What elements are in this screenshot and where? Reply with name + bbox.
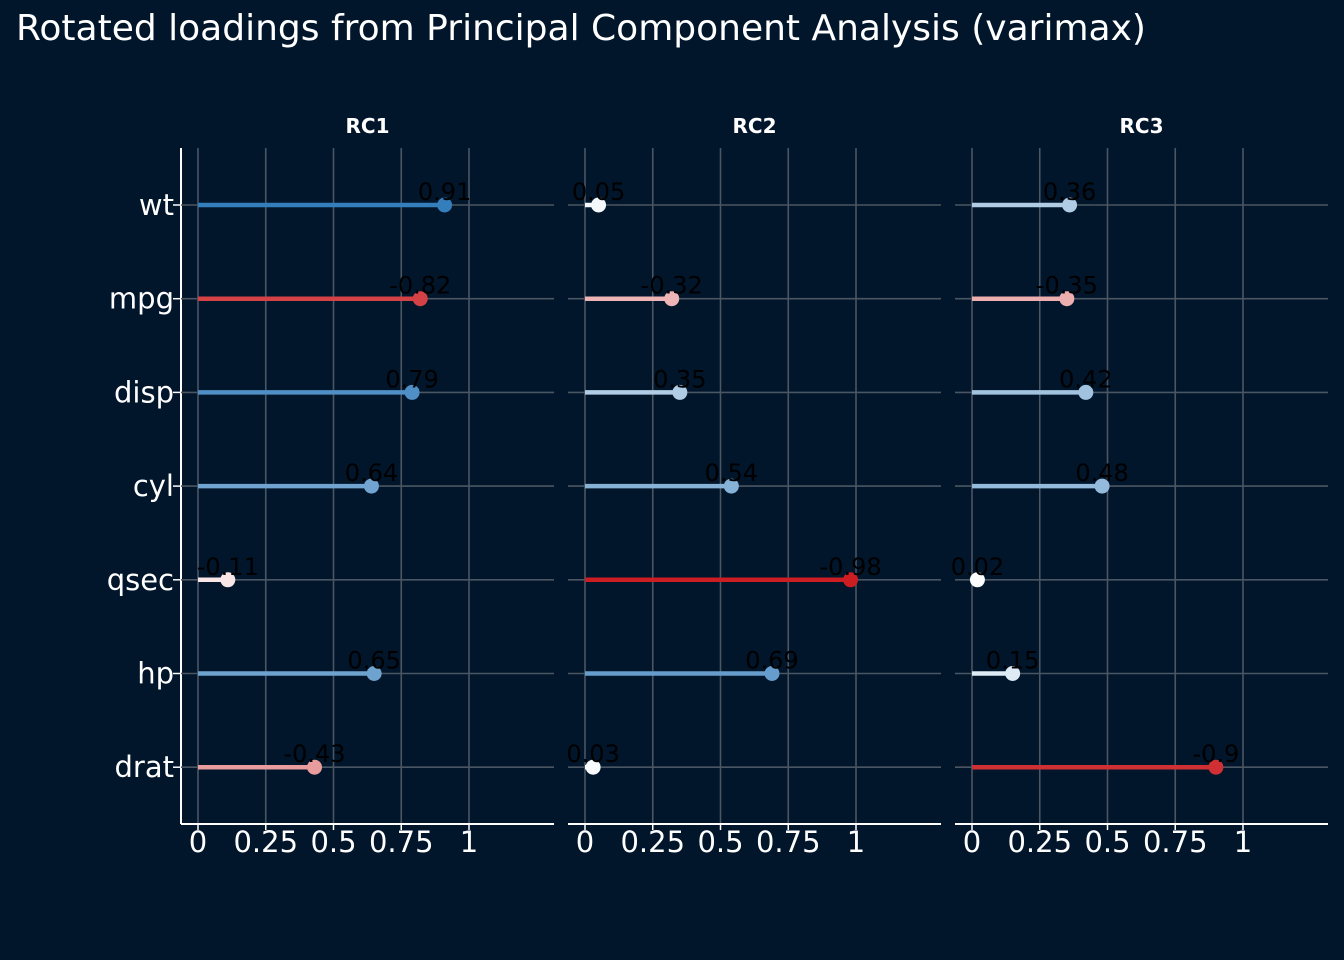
point-RC2-disp <box>672 384 688 400</box>
data-label-RC1-wt: 0.91 <box>418 178 471 206</box>
data-label-RC2-mpg: -0.32 <box>641 272 703 300</box>
x-tick-label-RC2: 0.75 <box>756 825 821 859</box>
data-label-RC2-drat: 0.03 <box>566 740 619 768</box>
data-label-RC3-mpg: -0.35 <box>1036 272 1098 300</box>
point-RC2-cyl <box>723 478 739 494</box>
x-tick-label-RC3: 0 <box>963 825 981 859</box>
y-tick-label-disp: disp <box>114 375 174 409</box>
point-RC1-cyl <box>363 478 379 494</box>
data-label-RC3-drat: -0.9 <box>1192 740 1239 768</box>
point-RC3-mpg <box>1059 291 1075 307</box>
x-tick-label-RC1: 0.5 <box>310 825 356 859</box>
point-RC1-wt <box>437 197 453 213</box>
point-RC1-disp <box>404 384 420 400</box>
point-RC3-hp <box>1005 666 1021 681</box>
x-tick-label-RC1: 0.75 <box>369 825 434 859</box>
point-RC3-drat <box>1208 759 1224 775</box>
data-label-RC2-disp: 0.35 <box>653 365 706 393</box>
x-tick-label-RC3: 0.75 <box>1143 825 1208 859</box>
point-RC2-wt <box>591 197 607 213</box>
point-RC1-hp <box>366 666 382 681</box>
point-RC2-drat <box>585 759 601 775</box>
facet-strip-RC2: RC2 <box>733 114 777 138</box>
x-tick-label-RC3: 0.5 <box>1084 825 1130 859</box>
point-RC2-mpg <box>664 291 680 307</box>
data-label-RC2-hp: 0.69 <box>745 647 798 675</box>
chart-title: Rotated loadings from Principal Componen… <box>16 8 1146 49</box>
x-tick-label-RC2: 0.25 <box>620 825 685 859</box>
point-RC2-hp <box>764 666 780 681</box>
point-RC3-wt <box>1062 197 1078 213</box>
x-tick-label-RC2: 1 <box>847 825 865 859</box>
data-label-RC3-qsec: 0.02 <box>951 553 1004 581</box>
y-tick-label-qsec: qsec <box>107 563 174 597</box>
y-tick-label-cyl: cyl <box>133 469 174 503</box>
point-RC3-disp <box>1078 384 1094 400</box>
facet-strip-RC3: RC3 <box>1120 114 1164 138</box>
y-tick-label-drat: drat <box>115 750 174 784</box>
data-label-RC3-hp: 0.15 <box>986 647 1039 675</box>
x-tick-label-RC3: 1 <box>1234 825 1252 859</box>
data-label-RC3-disp: 0.42 <box>1059 365 1112 393</box>
x-tick-label-RC1: 1 <box>460 825 478 859</box>
y-tick-label-mpg: mpg <box>109 282 174 316</box>
data-label-RC1-drat: -0.43 <box>283 740 345 768</box>
x-tick-label-RC1: 0.25 <box>233 825 298 859</box>
x-tick-label-RC3: 0.25 <box>1007 825 1072 859</box>
x-tick-label-RC1: 0 <box>189 825 207 859</box>
data-label-RC2-wt: 0.05 <box>572 178 625 206</box>
point-RC3-cyl <box>1094 478 1110 494</box>
data-label-RC1-hp: 0.65 <box>347 647 400 675</box>
y-tick-label-hp: hp <box>137 657 174 691</box>
x-tick-label-RC2: 0.5 <box>697 825 743 859</box>
point-RC2-qsec <box>843 572 859 588</box>
data-label-RC2-cyl: 0.54 <box>705 459 758 487</box>
point-RC1-qsec <box>220 572 236 588</box>
data-label-RC1-disp: 0.79 <box>385 365 438 393</box>
y-tick-label-wt: wt <box>139 188 174 222</box>
point-RC1-drat <box>307 759 323 775</box>
point-RC1-mpg <box>412 291 428 307</box>
data-label-RC1-mpg: -0.82 <box>389 272 451 300</box>
data-label-RC1-qsec: -0.11 <box>197 553 259 581</box>
data-label-RC3-cyl: 0.48 <box>1075 459 1128 487</box>
data-label-RC3-wt: 0.36 <box>1043 178 1096 206</box>
point-RC3-qsec <box>969 572 985 588</box>
data-label-RC1-cyl: 0.64 <box>345 459 398 487</box>
facet-strip-RC1: RC1 <box>346 114 390 138</box>
data-label-RC2-qsec: -0.98 <box>820 553 882 581</box>
x-tick-label-RC2: 0 <box>576 825 594 859</box>
